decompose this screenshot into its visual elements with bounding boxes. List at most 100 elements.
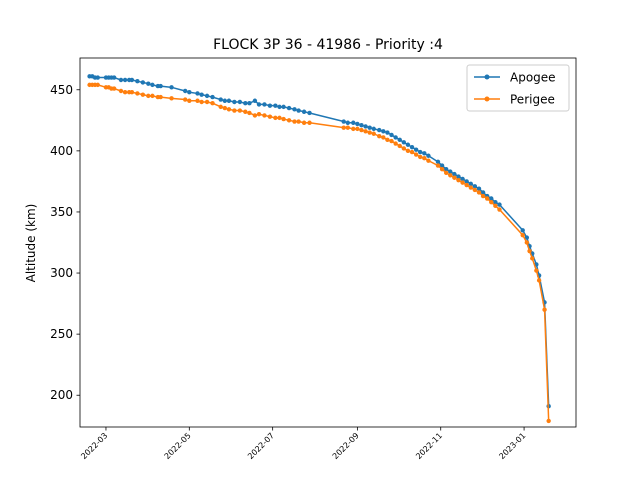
data-point-apogee <box>405 142 411 147</box>
data-point-apogee <box>476 186 482 191</box>
data-point-perigee <box>122 90 128 95</box>
y-tick-label: 350 <box>50 205 73 219</box>
data-point-perigee <box>218 104 223 110</box>
data-point-perigee <box>489 199 494 205</box>
data-point-apogee <box>222 98 228 103</box>
data-point-perigee <box>385 137 390 143</box>
data-point-apogee <box>418 149 423 155</box>
data-point-perigee <box>345 125 351 130</box>
data-point-perigee <box>150 93 155 99</box>
data-point-apogee <box>307 110 312 116</box>
data-point-apogee <box>452 171 457 177</box>
data-point-apogee <box>277 104 282 110</box>
data-point-perigee <box>277 115 282 121</box>
data-point-apogee <box>413 147 419 152</box>
legend-marker-apogee <box>484 74 490 80</box>
data-point-apogee <box>292 107 297 112</box>
data-point-perigee <box>524 240 530 245</box>
data-point-apogee <box>443 166 449 172</box>
y-axis-title: Altitude (km) <box>24 204 38 283</box>
data-point-perigee <box>520 232 525 238</box>
data-point-apogee <box>95 75 100 80</box>
data-point-perigee <box>460 180 465 185</box>
data-point-perigee <box>341 125 346 130</box>
data-point-perigee <box>111 86 117 91</box>
data-point-perigee <box>409 149 415 155</box>
data-point-apogee <box>204 93 210 99</box>
legend-label-apogee: Apogee <box>510 71 556 85</box>
data-point-perigee <box>95 82 100 88</box>
data-point-perigee <box>355 126 360 132</box>
data-point-apogee <box>409 145 415 150</box>
data-point-perigee <box>468 185 473 190</box>
data-point-perigee <box>426 158 431 163</box>
data-point-apogee <box>122 77 128 83</box>
data-point-perigee <box>443 170 449 176</box>
data-point-apogee <box>140 80 146 85</box>
data-point-perigee <box>448 173 453 178</box>
data-point-perigee <box>256 112 262 117</box>
data-point-apogee <box>426 153 431 158</box>
data-point-perigee <box>546 418 551 424</box>
data-point-apogee <box>187 90 192 95</box>
data-point-perigee <box>536 278 542 283</box>
data-point-perigee <box>129 90 135 95</box>
data-point-apogee <box>351 120 356 125</box>
data-point-perigee <box>118 88 124 94</box>
data-point-apogee <box>158 83 163 89</box>
data-point-perigee <box>146 93 151 99</box>
legend: Apogee Perigee <box>466 64 570 112</box>
data-point-apogee <box>385 130 390 135</box>
data-point-perigee <box>226 107 232 112</box>
data-point-apogee <box>296 108 301 113</box>
data-point-perigee <box>527 248 532 254</box>
data-point-apogee <box>286 105 292 111</box>
data-point-apogee <box>210 94 215 100</box>
data-point-apogee <box>301 109 307 114</box>
data-point-apogee <box>393 135 398 140</box>
data-point-perigee <box>199 99 204 105</box>
data-point-perigee <box>286 118 292 123</box>
data-point-apogee <box>367 125 372 130</box>
axes-frame <box>79 57 577 428</box>
y-tick-label: 250 <box>50 327 73 341</box>
data-point-apogee <box>273 103 278 108</box>
data-point-perigee <box>439 166 445 172</box>
data-point-apogee <box>439 163 445 168</box>
data-point-perigee <box>210 101 215 106</box>
data-point-perigee <box>418 154 423 160</box>
data-point-perigee <box>389 138 394 144</box>
data-point-perigee <box>281 116 286 122</box>
data-point-perigee <box>476 190 482 195</box>
data-point-perigee <box>307 120 312 125</box>
data-point-perigee <box>140 92 146 97</box>
data-point-apogee <box>472 184 478 189</box>
data-point-apogee <box>435 159 441 165</box>
data-point-apogee <box>355 121 360 127</box>
y-tick-label: 200 <box>50 388 73 402</box>
data-point-apogee <box>252 98 258 103</box>
data-point-apogee <box>389 132 394 138</box>
data-point-apogee <box>150 82 155 88</box>
data-point-perigee <box>267 114 273 119</box>
data-point-perigee <box>296 119 301 124</box>
data-point-apogee <box>464 179 469 184</box>
data-point-apogee <box>497 202 502 207</box>
data-point-perigee <box>542 307 547 312</box>
data-point-apogee <box>129 77 135 83</box>
data-point-apogee <box>232 99 237 105</box>
data-point-perigee <box>187 98 192 103</box>
data-point-perigee <box>530 256 535 261</box>
data-point-perigee <box>381 135 386 140</box>
data-point-perigee <box>195 98 200 103</box>
data-point-apogee <box>363 124 368 129</box>
data-point-apogee <box>183 88 188 94</box>
data-point-apogee <box>448 169 453 174</box>
data-point-perigee <box>497 207 502 212</box>
y-tick-label: 300 <box>50 266 73 280</box>
data-point-perigee <box>422 155 427 161</box>
data-point-perigee <box>222 105 228 111</box>
data-point-apogee <box>281 104 286 110</box>
y-tick-label: 400 <box>50 144 73 158</box>
data-point-apogee <box>226 98 232 103</box>
